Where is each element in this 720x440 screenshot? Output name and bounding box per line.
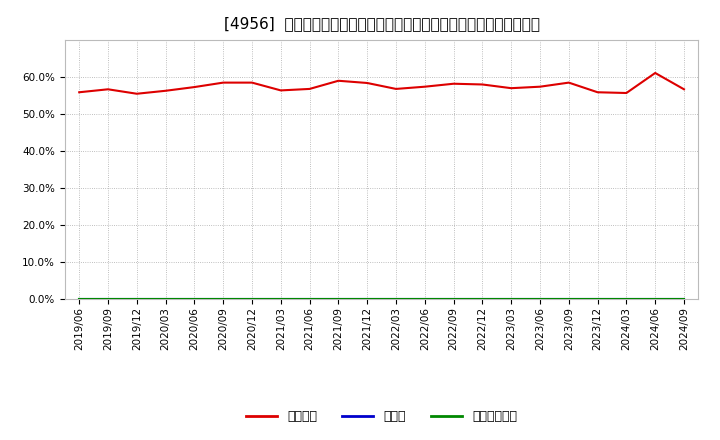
Title: [4956]  自己資本、のれん、繰延税金資産の総資産に対する比率の推移: [4956] 自己資本、のれん、繰延税金資産の総資産に対する比率の推移 [224,16,539,32]
Legend: 自己資本, のれん, 繰延税金資産: 自己資本, のれん, 繰延税金資産 [241,405,522,428]
